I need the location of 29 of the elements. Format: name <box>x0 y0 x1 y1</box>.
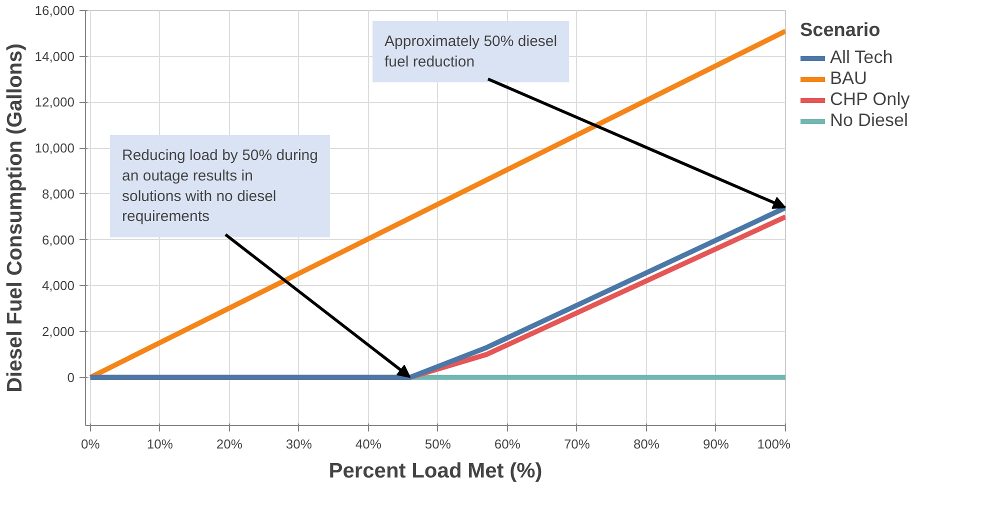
annotation: Approximately 50% diesel fuel reduction <box>384 32 558 70</box>
y-tick-label: 10,000 <box>34 140 75 156</box>
legend-label: No Diesel <box>830 110 908 131</box>
y-tick-label: 16,000 <box>34 3 75 18</box>
legend-label: BAU <box>830 68 868 89</box>
x-tick-label: 50% <box>424 436 452 452</box>
x-tick-label: 0% <box>80 436 100 452</box>
legend-title: Scenario <box>800 20 882 42</box>
x-tick-label: 40% <box>355 436 382 452</box>
legend-label: CHP Only <box>830 89 910 110</box>
legend-label: All Tech <box>830 47 893 68</box>
x-tick-label: 30% <box>286 436 312 452</box>
y-tick-label: 8,000 <box>42 186 75 202</box>
y-tick-label: 2,000 <box>42 324 75 339</box>
y-tick-label: 0 <box>67 370 75 385</box>
y-tick-label: 6,000 <box>42 232 75 248</box>
y-tick-label: 4,000 <box>42 278 75 294</box>
x-tick-label: 90% <box>702 436 730 452</box>
x-tick-label: 10% <box>146 436 174 452</box>
x-tick-label: 100% <box>757 436 791 452</box>
x-tick-label: 80% <box>633 436 660 452</box>
y-axis-title: Diesel Fuel Consumption (Gallons) <box>4 44 27 392</box>
annotation: Reducing load by 50% during an outage results in solutions with no diesel requirements <box>122 147 318 226</box>
x-tick-label: 20% <box>216 436 243 452</box>
x-tick-label: 60% <box>494 436 521 452</box>
y-tick-label: 14,000 <box>34 48 75 64</box>
x-axis-title: Percent Load Met (%) <box>328 460 542 482</box>
y-tick-label: 12,000 <box>34 94 75 110</box>
x-tick-label: 70% <box>564 436 590 452</box>
